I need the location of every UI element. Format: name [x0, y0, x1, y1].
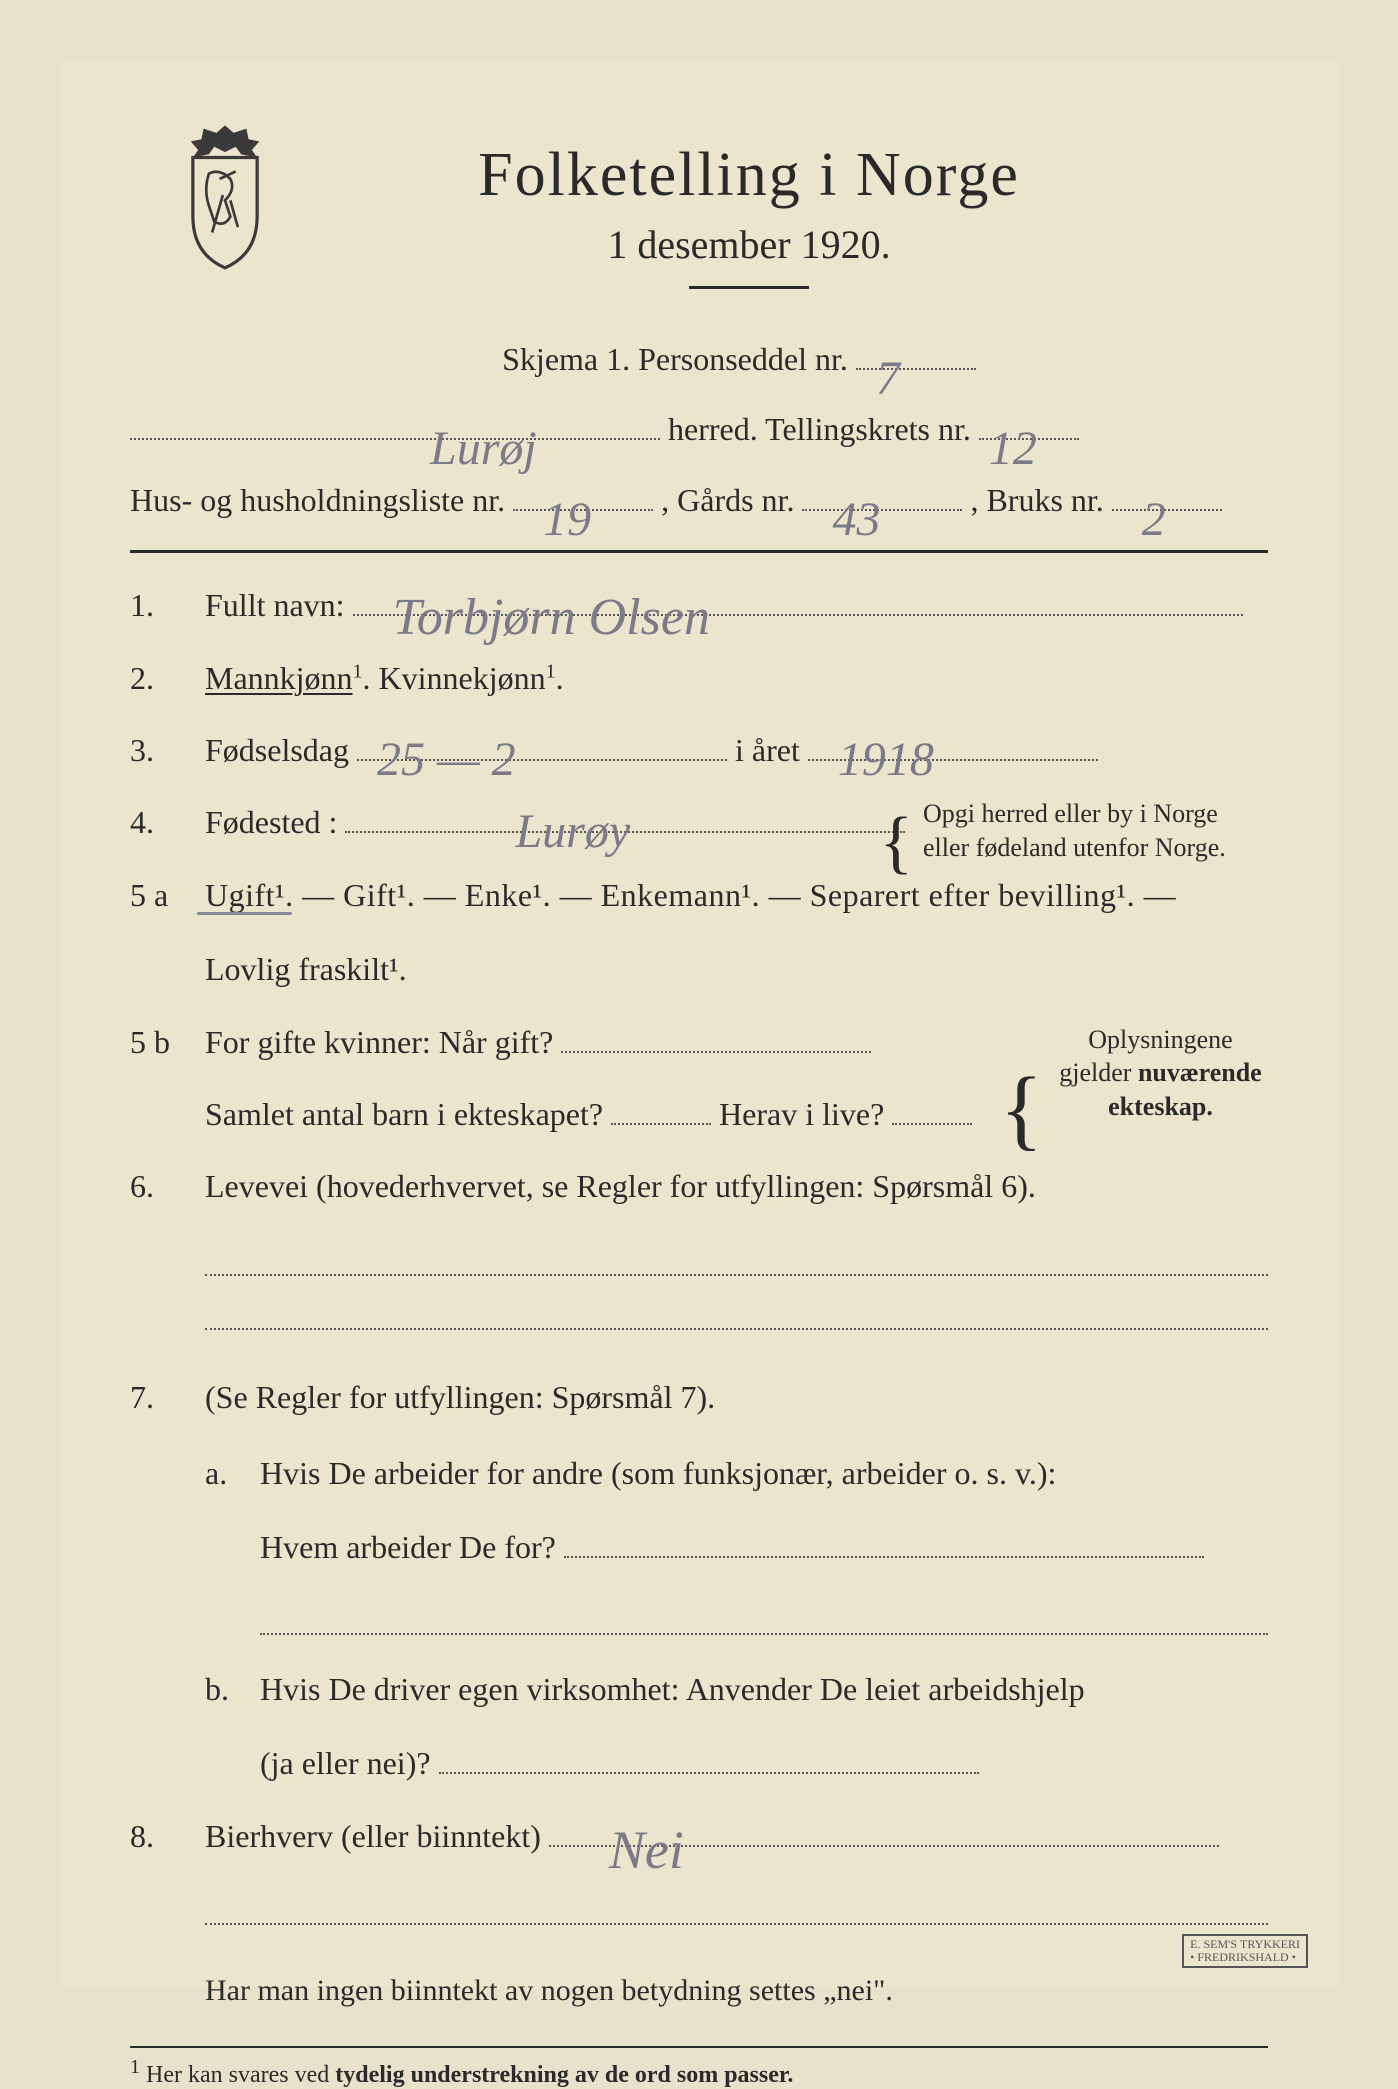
q5b-note-a: Oplysningene — [1088, 1025, 1232, 1054]
q7a-line2: Hvem arbeider De for? — [260, 1529, 556, 1565]
q1-label: Fullt navn: — [205, 587, 345, 623]
q7a-num: a. — [205, 1446, 260, 1657]
gards-label: , Gårds nr. — [661, 482, 794, 518]
q5a-text2: Lovlig fraskilt¹. — [205, 942, 1268, 996]
skjema-label: Skjema 1. Personseddel nr. — [502, 341, 848, 377]
q2-kvinne: . Kvinnekjønn — [363, 660, 546, 696]
q7b-line2: (ja eller nei)? — [260, 1745, 431, 1781]
question-8: 8. Bierhverv (eller biinntekt) Nei — [130, 1809, 1268, 1947]
bruks-nr: 2 — [1142, 467, 1166, 573]
question-7: 7. (Se Regler for utfyllingen: Spørsmål … — [130, 1370, 1268, 1791]
question-5b: 5 b For gifte kvinner: Når gift? Samlet … — [130, 1015, 1268, 1142]
herred-label: herred. Tellingskrets nr. — [668, 411, 971, 447]
q4-note-b: eller fødeland utenfor Norge. — [923, 833, 1226, 862]
q5b-note-c: ekteskap. — [1108, 1092, 1213, 1121]
coat-of-arms-icon — [170, 120, 280, 270]
q5b-line2b: Herav i live? — [719, 1096, 884, 1132]
q7-intro: (Se Regler for utfyllingen: Spørsmål 7). — [205, 1370, 1268, 1424]
q7b-line1: Hvis De driver egen virksomhet: Anvender… — [260, 1662, 1268, 1716]
q7b-num: b. — [205, 1662, 260, 1791]
header: Folketelling i Norge 1 desember 1920. — [130, 140, 1268, 289]
gards-nr: 43 — [832, 467, 880, 573]
closing-note: Har man ingen biinntekt av nogen betydni… — [205, 1965, 1268, 2016]
question-6: 6. Levevei (hovederhvervet, se Regler fo… — [130, 1159, 1268, 1351]
q4-label: Fødested : — [205, 804, 337, 840]
q1-value: Torbjørn Olsen — [393, 574, 710, 662]
q3-day: 25 — 2 — [377, 719, 516, 801]
q3-label: Fødselsdag — [205, 732, 349, 768]
question-3: 3. Fødselsdag 25 — 2 i året 1918 — [130, 723, 1268, 777]
question-2: 2. Mannkjønn1. Kvinnekjønn1. — [130, 651, 1268, 705]
q2-mann: Mannkjønn — [205, 660, 353, 696]
questions-block: 1. Fullt navn: Torbjørn Olsen 2. Mannkjø… — [130, 578, 1268, 2016]
q5b-line2a: Samlet antal barn i ekteskapet? — [205, 1096, 603, 1132]
printer-stamp: E. SEM'S TRYKKERI• FREDRIKSHALD • — [1182, 1934, 1308, 1968]
question-5a: 5 a Ugift¹. — Gift¹. — Enke¹. — Enkemann… — [130, 868, 1268, 997]
q5b-note-b: gjelder nuværende — [1059, 1058, 1261, 1087]
q8-value: Nei — [609, 1805, 684, 1897]
q4-note-a: Opgi herred eller by i Norge — [923, 799, 1218, 828]
q3-mid: i året — [735, 732, 800, 768]
document-page: Folketelling i Norge 1 desember 1920. Sk… — [60, 60, 1338, 1988]
question-4: 4. Fødested : Lurøy { Opgi herred eller … — [130, 795, 1268, 849]
q5a-text: Ugift¹. — Gift¹. — Enke¹. — Enkemann¹. —… — [205, 868, 1268, 922]
q4-value: Lurøy — [515, 791, 630, 873]
ugift-underline — [197, 912, 292, 915]
footnote: 1 Her kan svares ved tydelig understrekn… — [130, 2056, 1268, 2089]
section-rule — [130, 550, 1268, 553]
bruks-label: , Bruks nr. — [970, 482, 1103, 518]
main-title: Folketelling i Norge — [230, 140, 1268, 211]
q7a-line1: Hvis De arbeider for andre (som funksjon… — [260, 1446, 1268, 1500]
meta-block: Skjema 1. Personseddel nr. 7 Lurøj herre… — [130, 324, 1268, 535]
subtitle: 1 desember 1920. — [230, 221, 1268, 268]
q6-text: Levevei (hovederhvervet, se Regler for u… — [205, 1159, 1268, 1213]
q8-label: Bierhverv (eller biinntekt) — [205, 1818, 541, 1854]
q5b-line1: For gifte kvinner: Når gift? — [205, 1024, 553, 1060]
husliste-label: Hus- og husholdningsliste nr. — [130, 482, 505, 518]
husliste-nr: 19 — [543, 467, 591, 573]
question-1: 1. Fullt navn: Torbjørn Olsen — [130, 578, 1268, 632]
title-underline — [689, 286, 809, 289]
